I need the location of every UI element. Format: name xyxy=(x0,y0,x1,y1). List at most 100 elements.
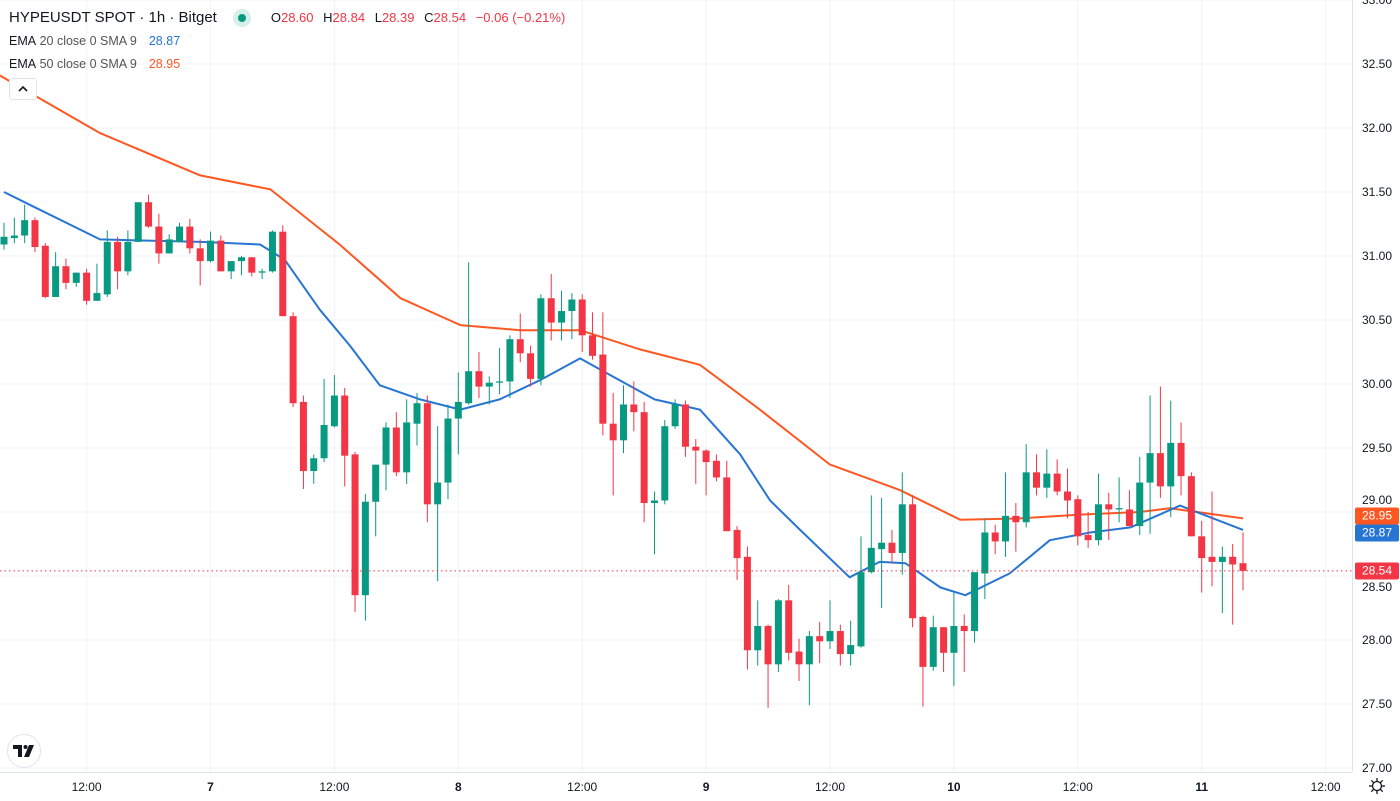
candle-body xyxy=(330,395,338,427)
tradingview-logo[interactable] xyxy=(7,734,41,768)
candle-up xyxy=(971,572,979,643)
candle-body xyxy=(0,236,8,245)
candle-up xyxy=(444,404,452,500)
candle-body xyxy=(361,501,369,596)
candle-body xyxy=(712,460,720,478)
candle-down xyxy=(392,412,400,477)
candle-up xyxy=(1043,449,1051,498)
candle-down xyxy=(609,392,617,496)
candle-body xyxy=(981,532,989,574)
candle-body xyxy=(671,404,679,427)
time-tick-label: 12:00 xyxy=(1062,780,1093,794)
low-value: 28.39 xyxy=(381,10,415,25)
symbol-title[interactable]: HYPEUSDT SPOT · 1h · Bitget xyxy=(9,9,217,26)
candle-down xyxy=(289,312,297,408)
candle-down xyxy=(527,345,535,387)
candle-body xyxy=(1156,453,1164,487)
candle-body xyxy=(217,240,225,272)
candle-up xyxy=(1146,395,1154,534)
candle-down xyxy=(764,624,772,708)
chart-legend: HYPEUSDT SPOT · 1h · Bitget O28.60 H28.8… xyxy=(9,6,565,75)
candle-up xyxy=(1167,400,1175,518)
candle-body xyxy=(496,381,504,383)
candle-up xyxy=(268,230,276,273)
candle-body xyxy=(413,403,421,424)
price-tick-label: 32.00 xyxy=(1362,121,1393,135)
candle-down xyxy=(423,395,431,523)
time-tick-label: 12:00 xyxy=(814,780,846,794)
candle-body xyxy=(836,631,844,655)
price-tick-label: 30.00 xyxy=(1362,377,1393,391)
price-axis[interactable]: 28.95 28.87 28.54 27.00 27.50 28.00 28.50 29.00… xyxy=(1352,0,1400,775)
candle-body xyxy=(785,600,793,653)
candle-down xyxy=(31,217,39,253)
ema50-price-tag: 28.95 xyxy=(1355,507,1399,525)
candle-up xyxy=(1022,444,1030,528)
time-axis[interactable]: 12:00 7 12:00 8 12:00 9 12:00 10 12:00 11 12:00 xyxy=(0,772,1352,801)
candle-up xyxy=(754,600,762,666)
candle-body xyxy=(62,266,70,283)
candle-body xyxy=(599,354,607,424)
candle-body xyxy=(878,542,886,550)
candle-down xyxy=(516,313,524,363)
candle-body xyxy=(52,266,60,297)
candle-down xyxy=(1177,422,1185,496)
candle-body xyxy=(1208,556,1216,562)
candle-body xyxy=(145,202,153,227)
candle-down xyxy=(1208,491,1216,587)
ohlc-values: O28.60 H28.84 L28.39 C28.54 −0.06 (−0.21… xyxy=(265,10,565,25)
candle-up xyxy=(898,472,906,575)
candle-up xyxy=(774,599,782,672)
chart-plot-area[interactable] xyxy=(0,0,1352,772)
candle-body xyxy=(692,446,700,451)
candle-body xyxy=(186,226,194,249)
time-tick-label: 12:00 xyxy=(71,780,102,794)
candle-body xyxy=(320,424,328,459)
indicator-ema20[interactable]: EMA 20 close 0 SMA 9 28.87 xyxy=(9,29,565,52)
time-tick-label: 11 xyxy=(1195,780,1209,794)
candle-down xyxy=(62,258,70,290)
candle-body xyxy=(258,271,266,273)
time-tick-label: 12:00 xyxy=(567,780,598,794)
candle-down xyxy=(630,381,638,432)
price-tick-label: 27.50 xyxy=(1362,697,1393,711)
candle-body xyxy=(268,231,276,272)
candle-up xyxy=(929,615,937,671)
candle-body xyxy=(279,231,287,317)
candle-up xyxy=(52,252,60,297)
candle-body xyxy=(950,625,958,653)
candle-body xyxy=(723,477,731,532)
candle-body xyxy=(93,293,101,301)
candle-body xyxy=(650,500,658,504)
collapse-legend-button[interactable] xyxy=(9,78,37,100)
candle-body xyxy=(929,627,937,667)
indicator-name: EMA xyxy=(9,33,37,48)
candle-body xyxy=(289,316,297,404)
candle-up xyxy=(465,262,473,405)
candle-body xyxy=(310,458,318,472)
candle-body xyxy=(341,395,349,456)
candle-up xyxy=(661,419,669,505)
candle-down xyxy=(1105,492,1113,541)
candle-up xyxy=(1115,477,1123,523)
candle-up xyxy=(10,217,18,244)
candle-down xyxy=(795,638,803,681)
candle-up xyxy=(878,497,886,608)
candle-body xyxy=(31,220,39,248)
candle-body xyxy=(506,339,514,382)
ema50-layer xyxy=(0,74,1244,521)
candle-body xyxy=(1033,472,1040,488)
candle-body xyxy=(1198,536,1206,559)
candle-up xyxy=(227,261,235,280)
indicator-ema50[interactable]: EMA 50 close 0 SMA 9 28.95 xyxy=(9,52,565,75)
candle-body xyxy=(1229,556,1237,565)
candle-down xyxy=(712,454,720,482)
candle-body xyxy=(795,651,803,665)
candle-down xyxy=(114,236,122,290)
candle-body xyxy=(83,272,91,301)
candle-up xyxy=(558,290,566,341)
chart-settings-button[interactable] xyxy=(1366,775,1388,797)
candle-body xyxy=(423,403,431,505)
candle-down xyxy=(1239,532,1247,591)
time-tick-label: 12:00 xyxy=(319,780,350,794)
